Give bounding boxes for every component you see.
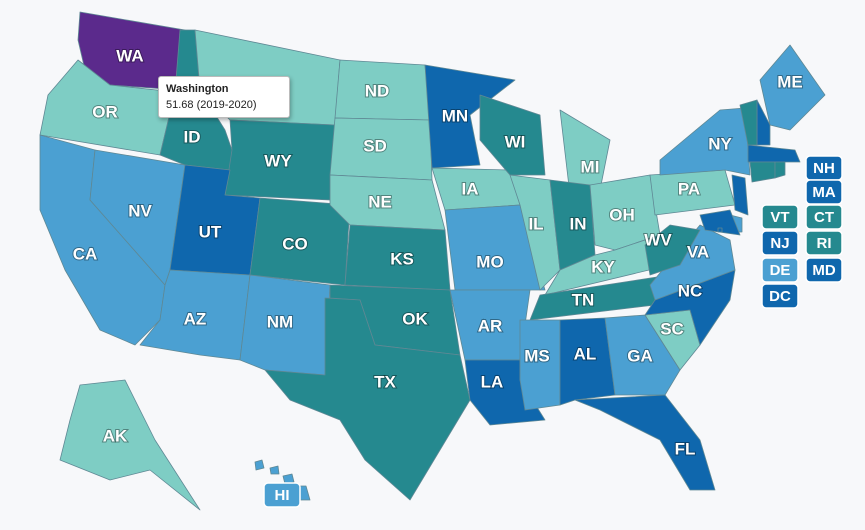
state-label: AZ [184,309,207,328]
state-label: OH [609,205,635,224]
state-shape [519,319,561,411]
island-shape [282,473,295,485]
state-shape [731,174,749,216]
state-label: LA [481,372,504,391]
state-label: ID [184,127,201,146]
state-box [805,179,843,205]
island-shape [269,465,280,475]
state-label: AK [103,426,128,445]
state-shape [749,161,776,183]
state-shape [424,64,516,169]
state-label: OR [92,102,118,121]
state-label: WI [505,132,526,151]
state-label: NV [128,201,152,220]
state-label: MA [812,184,835,201]
state-label: NH [813,160,835,177]
state-shape [759,44,826,131]
state-label: DE [770,262,791,279]
state-label: VA [687,242,709,261]
state-shape [509,174,561,291]
state-label: CO [282,234,308,253]
state-shape [747,144,801,163]
state-shape [717,227,723,233]
tooltip-value: 51.68 (2019-2020) [166,99,257,111]
tooltip-title: Washington [166,83,229,95]
state-label: MO [476,252,503,271]
tooltip: Washington 51.68 (2019-2020) [158,76,290,118]
state-box [805,230,843,256]
state-shape [739,99,758,146]
state-label: DC [769,288,791,305]
state-label: UT [199,222,222,241]
state-label: ND [365,81,390,100]
state-box [805,204,843,230]
state-shape [604,314,681,396]
state-box [761,204,799,230]
state-label: WY [264,151,292,170]
state-shape [699,209,741,236]
state-shape [644,224,701,276]
state-label: TN [572,290,595,309]
state-box [263,482,301,508]
state-shape [59,379,201,511]
state-label: NM [267,312,293,331]
state-box [761,257,799,283]
state-shape [774,161,786,179]
state-label: CT [814,209,834,226]
state-label: NE [368,192,392,211]
state-label: AL [574,344,597,363]
state-label: KS [390,249,414,268]
state-box [761,283,799,309]
state-shape [254,459,265,471]
state-label: NC [678,281,703,300]
state-shape [264,297,471,501]
state-label: RI [817,235,832,252]
state-label: WA [116,46,143,65]
state-label: HI [275,487,290,504]
state-shape [659,107,751,176]
state-label: VT [770,209,789,226]
state-shape [559,317,616,406]
state-label: WV [644,230,672,249]
state-label: CA [73,244,98,263]
state-label: AR [478,316,503,335]
state-label: ME [777,72,803,91]
state-box [805,257,843,283]
state-label: SD [363,136,387,155]
state-label: MI [581,157,600,176]
state-label: MD [812,262,835,279]
state-label: MS [524,346,550,365]
state-label: IL [528,214,543,233]
state-shape [224,119,336,201]
state-box [761,230,799,256]
state-label: TX [374,372,396,391]
state-label: NY [708,134,732,153]
state-shape [574,394,716,491]
state-label: IA [462,179,479,198]
state-label: IN [570,214,587,233]
state-label: FL [675,439,696,458]
state-label: GA [627,346,653,365]
state-label: NJ [770,235,789,252]
state-label: SC [660,319,684,338]
state-label: PA [678,179,700,198]
state-label: OK [402,309,428,328]
state-shape [444,204,546,291]
state-label: KY [591,257,615,276]
state-shape [479,94,546,176]
state-label: MN [442,106,468,125]
